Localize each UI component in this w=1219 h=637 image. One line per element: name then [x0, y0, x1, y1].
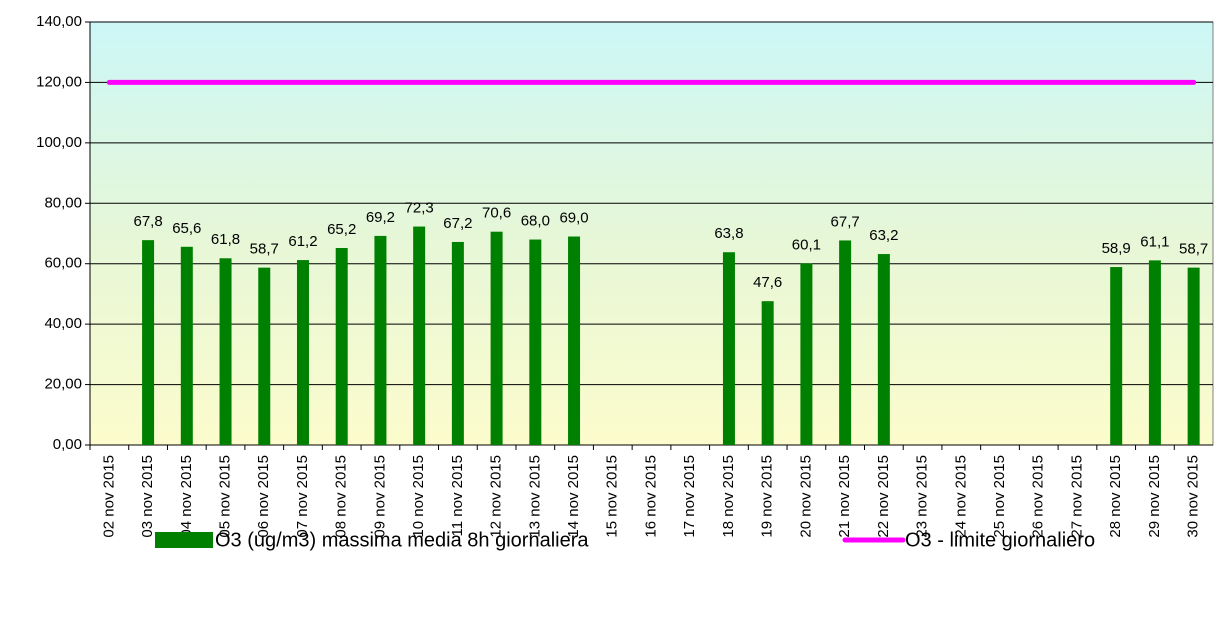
data-label: 58,7: [1179, 241, 1208, 258]
x-tick-label: 15 nov 2015: [604, 455, 621, 538]
data-label: 65,2: [327, 221, 356, 238]
x-tick-label: 05 nov 2015: [217, 455, 234, 538]
data-label: 63,2: [869, 227, 898, 244]
x-tick-label: 26 nov 2015: [1030, 455, 1047, 538]
y-tick-label: 0,00: [53, 436, 82, 453]
bar: [761, 301, 774, 445]
bar: [1148, 260, 1161, 445]
y-tick-label: 40,00: [44, 315, 82, 332]
x-tick-label: 07 nov 2015: [294, 455, 311, 538]
x-tick-label: 17 nov 2015: [681, 455, 698, 538]
x-tick-label: 20 nov 2015: [797, 455, 814, 538]
bar: [722, 252, 735, 445]
data-label: 63,8: [714, 225, 743, 242]
x-tick-label: 25 nov 2015: [991, 455, 1008, 538]
data-label: 67,7: [831, 213, 860, 230]
y-tick-label: 140,00: [36, 13, 82, 30]
x-tick-label: 24 nov 2015: [952, 455, 969, 538]
bar: [219, 258, 232, 445]
x-tick-label: 04 nov 2015: [178, 455, 195, 538]
data-label: 47,6: [753, 274, 782, 291]
bar: [529, 239, 542, 445]
y-tick-label: 20,00: [44, 376, 82, 393]
plot-area: [89, 21, 1214, 446]
data-label: 61,1: [1140, 233, 1169, 250]
bar: [451, 241, 464, 445]
y-tick-label: 60,00: [44, 255, 82, 272]
x-tick-label: 22 nov 2015: [875, 455, 892, 538]
x-tick-label: 13 nov 2015: [526, 455, 543, 538]
data-label: 67,8: [133, 213, 162, 230]
x-tick-label: 12 nov 2015: [488, 455, 505, 538]
x-tick-label: 23 nov 2015: [914, 455, 931, 538]
legend-label: O3 (ug/m3) massima media 8h giornaliera: [215, 529, 589, 551]
x-tick-label: 06 nov 2015: [255, 455, 272, 538]
y-tick-label: 100,00: [36, 134, 82, 151]
bar: [490, 231, 503, 445]
bar: [568, 236, 581, 445]
data-label: 72,3: [405, 200, 434, 217]
x-tick-label: 28 nov 2015: [1107, 455, 1124, 538]
x-tick-label: 14 nov 2015: [565, 455, 582, 538]
x-tick-label: 11 nov 2015: [449, 455, 466, 536]
x-tick-label: 09 nov 2015: [371, 455, 388, 538]
legend-label: O3 - limite giornaliero: [905, 529, 1095, 551]
bar: [374, 235, 387, 445]
data-label: 58,7: [250, 241, 279, 258]
bar: [142, 240, 155, 445]
data-label: 58,9: [1102, 240, 1131, 257]
bar: [1110, 267, 1123, 445]
data-label: 70,6: [482, 205, 511, 222]
x-tick-label: 08 nov 2015: [333, 455, 350, 538]
x-tick-label: 19 nov 2015: [759, 455, 776, 538]
bar: [839, 240, 852, 445]
bar: [296, 260, 309, 445]
bar: [413, 226, 426, 445]
bar: [180, 246, 193, 445]
bar: [800, 263, 813, 445]
data-label: 68,0: [521, 213, 550, 230]
data-label: 61,8: [211, 231, 240, 248]
x-tick-label: 18 nov 2015: [720, 455, 737, 538]
x-tick-label: 21 nov 2015: [836, 455, 853, 538]
x-tick-label: 29 nov 2015: [1146, 455, 1163, 538]
data-label: 69,2: [366, 209, 395, 226]
bar: [335, 248, 348, 445]
data-label: 60,1: [792, 236, 821, 253]
x-tick-label: 30 nov 2015: [1185, 455, 1202, 538]
x-tick-label: 16 nov 2015: [642, 455, 659, 538]
x-tick-label: 02 nov 2015: [100, 455, 117, 538]
legend-swatch: [155, 532, 213, 548]
y-tick-label: 80,00: [44, 194, 82, 211]
y-tick-label: 120,00: [36, 73, 82, 90]
bar: [1187, 267, 1200, 445]
data-label: 61,2: [288, 233, 317, 250]
x-tick-label: 27 nov 2015: [1068, 455, 1085, 538]
bar: [258, 267, 271, 445]
bar: [877, 254, 890, 445]
x-tick-label: 10 nov 2015: [410, 455, 427, 538]
data-label: 67,2: [443, 215, 472, 232]
data-label: 69,0: [559, 209, 588, 226]
data-label: 65,6: [172, 220, 201, 237]
x-tick-label: 03 nov 2015: [139, 455, 156, 538]
